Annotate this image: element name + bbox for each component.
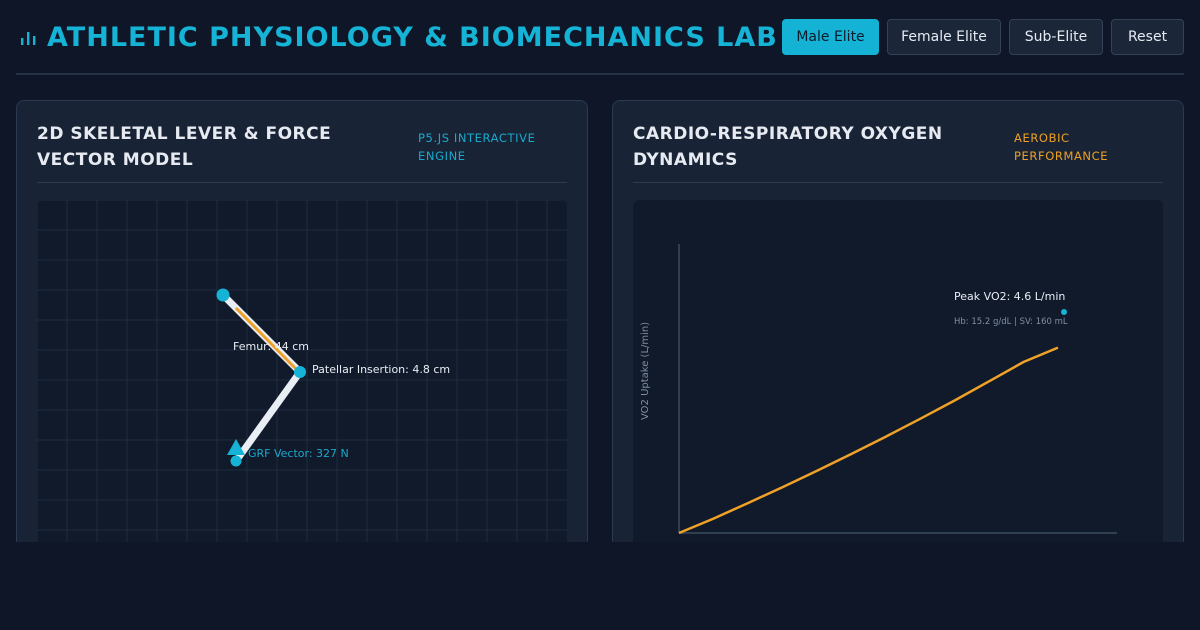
hip-joint[interactable] <box>216 288 230 302</box>
skeletal-svg[interactable]: Femur: 44 cm Patellar Insertion: 4.8 cm … <box>37 200 567 542</box>
peak-marker <box>1061 309 1067 315</box>
grf-arrow-icon <box>227 439 245 455</box>
sub-elite-button[interactable]: Sub-Elite <box>1009 19 1103 55</box>
bar-chart-icon <box>21 32 36 45</box>
panel-title: CARDIO-RESPIRATORY OXYGEN DYNAMICS <box>633 124 943 170</box>
patellar-label: Patellar Insertion: 4.8 cm <box>312 363 450 376</box>
tibia-bone <box>232 368 304 465</box>
profile-button-group: Male Elite Female Elite Sub-Elite Reset <box>782 19 1184 55</box>
reset-button[interactable]: Reset <box>1111 19 1184 55</box>
grf-label: GRF Vector: 327 N <box>248 447 349 460</box>
male-elite-button[interactable]: Male Elite <box>782 19 879 55</box>
app-title: ATHLETIC PHYSIOLOGY & BIOMECHANICS LAB <box>47 21 778 53</box>
brand: ATHLETIC PHYSIOLOGY & BIOMECHANICS LAB <box>19 20 778 54</box>
peak-annotation: Peak VO2: 4.6 L/min <box>954 290 1065 303</box>
oxygen-panel: CARDIO-RESPIRATORY OXYGEN DYNAMICS AEROB… <box>612 100 1184 542</box>
femur-label: Femur: 44 cm <box>233 340 309 353</box>
knee-joint[interactable] <box>294 366 306 378</box>
panel-header: 2D SKELETAL LEVER & FORCE VECTOR MODEL P… <box>37 121 567 183</box>
skeletal-canvas[interactable]: Femur: 44 cm Patellar Insertion: 4.8 cm … <box>37 200 567 542</box>
grid <box>37 200 567 542</box>
panel-tag: AEROBIC PERFORMANCE <box>1014 131 1109 163</box>
panel-title: 2D SKELETAL LEVER & FORCE VECTOR MODEL <box>37 124 332 170</box>
vo2-chart: VO2 Uptake (L/min) Peak VO2: 4.6 L/min H… <box>633 200 1163 542</box>
panel-header: CARDIO-RESPIRATORY OXYGEN DYNAMICS AEROB… <box>633 121 1163 183</box>
vo2-chart-svg: VO2 Uptake (L/min) Peak VO2: 4.6 L/min H… <box>640 244 1117 535</box>
vo2-series-line <box>678 346 1059 535</box>
female-elite-button[interactable]: Female Elite <box>887 19 1001 55</box>
panel-tag: P5.JS INTERACTIVE ENGINE <box>418 131 536 163</box>
y-axis-label: VO2 Uptake (L/min) <box>640 322 651 420</box>
peak-sub-annotation: Hb: 15.2 g/dL | SV: 160 mL <box>954 317 1068 327</box>
quadriceps-line <box>234 306 299 372</box>
skeletal-panel: 2D SKELETAL LEVER & FORCE VECTOR MODEL P… <box>16 100 588 542</box>
app-header: ATHLETIC PHYSIOLOGY & BIOMECHANICS LAB M… <box>16 0 1184 75</box>
ankle-joint[interactable] <box>230 455 242 467</box>
